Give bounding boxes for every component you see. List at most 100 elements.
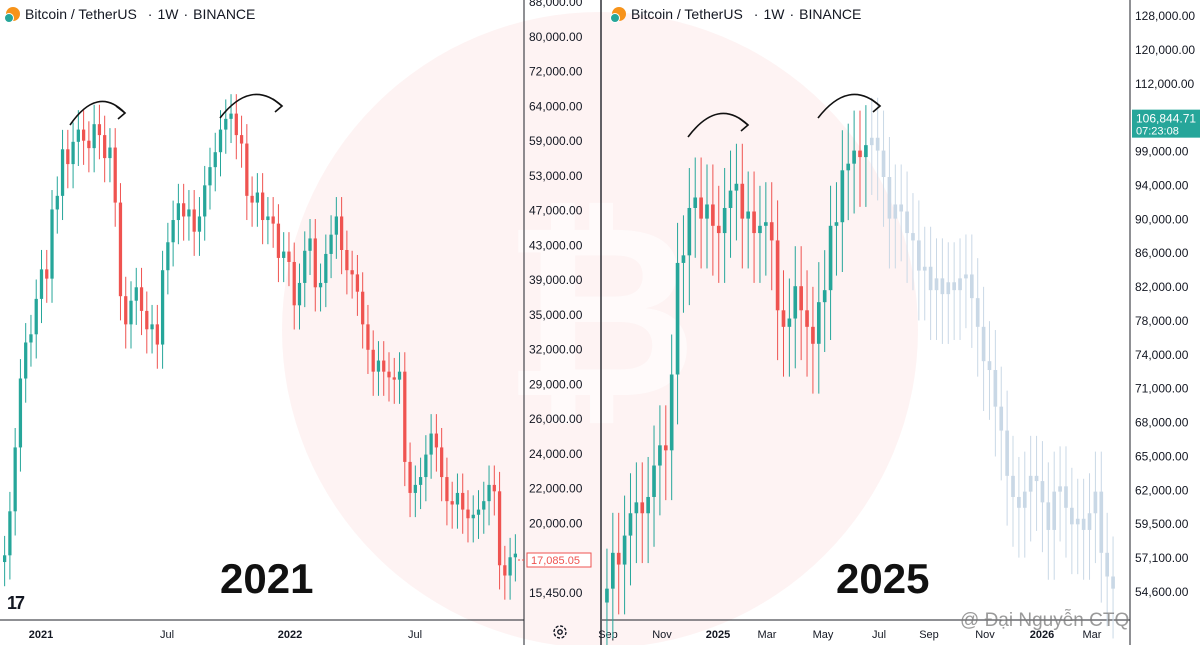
y-tick-label: 26,000.00	[529, 412, 583, 426]
y-tick-label: 64,000.00	[529, 99, 583, 113]
y-tick-label: 53,000.00	[529, 169, 583, 183]
projection-candle	[1111, 576, 1115, 589]
y-tick-label: 120,000.00	[1135, 43, 1195, 57]
candle	[366, 324, 370, 350]
candle	[3, 555, 7, 563]
candle	[55, 195, 59, 210]
projection-candle	[1011, 475, 1015, 497]
candle	[29, 334, 33, 343]
y-tick-label: 15,450.00	[529, 586, 583, 600]
candle	[487, 484, 491, 502]
last-price-badge	[526, 552, 592, 568]
projection-candle	[940, 278, 945, 295]
projection-candle	[1052, 491, 1057, 530]
projection-candle	[1070, 507, 1074, 525]
y-tick-label: 59,500.00	[1135, 517, 1189, 531]
candle	[276, 223, 281, 258]
candle	[150, 324, 154, 330]
interval-label[interactable]: 1W	[763, 6, 785, 22]
exchange-label: BINANCE	[799, 6, 862, 22]
projection-candle	[1081, 518, 1086, 530]
candle	[13, 447, 17, 512]
candle	[775, 240, 780, 311]
candle	[282, 251, 286, 258]
projection-candle	[999, 406, 1004, 431]
candle	[371, 349, 375, 372]
interval-label[interactable]: 1W	[157, 6, 179, 22]
x-tick-label: 2025	[706, 629, 730, 641]
candle	[740, 183, 745, 219]
candle	[8, 511, 12, 556]
candle	[508, 557, 512, 576]
candle	[392, 377, 396, 380]
projection-candle	[1022, 491, 1027, 508]
candle	[308, 238, 312, 251]
candle	[171, 220, 175, 243]
header-separator: ·	[789, 6, 795, 22]
candle	[24, 342, 28, 379]
candle	[418, 477, 423, 485]
candle	[652, 465, 656, 497]
candle	[787, 318, 792, 327]
candle	[218, 129, 223, 153]
candle	[716, 225, 721, 234]
candle	[229, 113, 233, 119]
y-tick-label: 24,000.00	[529, 447, 583, 461]
candle	[224, 118, 228, 130]
candle	[297, 282, 302, 306]
candle	[155, 324, 159, 345]
candle	[699, 197, 703, 219]
y-tick-label: 43,000.00	[529, 238, 583, 252]
symbol-label[interactable]: Bitcoin / TetherUS	[25, 6, 137, 22]
candle	[646, 496, 650, 514]
candle	[313, 238, 317, 288]
candle	[693, 197, 698, 208]
candle	[45, 269, 49, 279]
candle	[429, 433, 433, 455]
candle	[118, 202, 123, 297]
candle	[250, 195, 254, 203]
candle	[611, 552, 615, 589]
y-tick-label: 128,000.00	[1135, 9, 1195, 23]
symbol-label[interactable]: Bitcoin / TetherUS	[631, 6, 743, 22]
header-separator: ·	[183, 6, 189, 22]
projection-candle	[922, 266, 927, 271]
candle	[292, 261, 296, 306]
gear-icon[interactable]	[552, 624, 568, 640]
chart-panel-2025[interactable]: 128,000.00 120,000.00 112,000.00 106,844.71…	[598, 0, 1200, 650]
candle	[113, 147, 117, 203]
candle	[628, 513, 633, 536]
projection-candle	[893, 204, 898, 219]
tradingview-logo[interactable]: 17	[7, 593, 25, 613]
projection-candle	[1028, 475, 1033, 492]
candle	[482, 501, 486, 510]
projection-candle	[1099, 491, 1104, 553]
candle	[471, 514, 475, 519]
candle	[60, 149, 65, 196]
candle	[397, 371, 402, 380]
candle	[503, 565, 507, 576]
candle	[124, 296, 128, 325]
x-tick-label: 2022	[278, 629, 302, 641]
y-tick-label: 20,000.00	[529, 516, 583, 530]
candle	[192, 209, 196, 232]
candle	[858, 150, 862, 158]
candle	[387, 371, 391, 378]
candle	[466, 509, 470, 519]
y-tick-label: 74,000.00	[1135, 348, 1189, 362]
candle	[134, 287, 138, 301]
y-tick-label: 90,000.00	[1135, 212, 1189, 226]
candle	[769, 222, 774, 241]
candle	[324, 253, 328, 283]
candle	[18, 378, 23, 448]
candle	[287, 251, 291, 262]
candle	[361, 291, 365, 325]
candle	[840, 170, 845, 223]
candle	[329, 234, 333, 254]
candle	[705, 204, 709, 219]
chart-panel-2021[interactable]: 88,000.00 80,000.00 72,000.00 64,000.00 59,0…	[0, 0, 602, 645]
candle	[403, 371, 407, 462]
candle	[513, 553, 517, 558]
peak-arc-arrow	[219, 93, 283, 119]
